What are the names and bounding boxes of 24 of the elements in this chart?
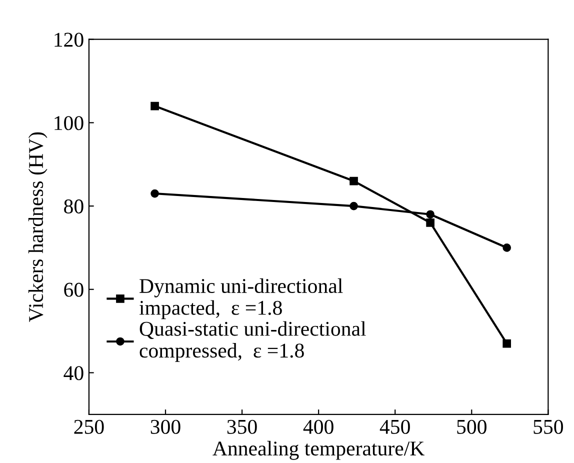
point bbox=[426, 218, 434, 227]
point bbox=[350, 176, 358, 186]
x-tick-label: 350 bbox=[227, 420, 257, 434]
x-tick-label: 300 bbox=[150, 420, 180, 434]
point bbox=[350, 202, 358, 210]
x-tick-label: 250 bbox=[74, 420, 104, 434]
legend-label: Quasi-static uni-directional compressed, ε =1.8 bbox=[140, 321, 366, 362]
point bbox=[150, 189, 159, 198]
x-tick-label: 400 bbox=[303, 420, 334, 434]
y-axis-title: Vickers hardness (HV) bbox=[28, 132, 48, 322]
y-tick-label: 60 bbox=[64, 282, 84, 297]
point bbox=[426, 210, 434, 219]
point bbox=[502, 244, 512, 252]
x-tick-label: 500 bbox=[457, 420, 486, 434]
legend-label: Dynamic uni-directional impacted, ε =1.8 bbox=[139, 278, 343, 320]
x-axis-title: Annealing temperature/K bbox=[212, 440, 425, 460]
point bbox=[502, 339, 512, 348]
y-tick-label: 120 bbox=[54, 32, 84, 47]
point bbox=[150, 102, 159, 110]
x-tick-label: 550 bbox=[534, 420, 563, 434]
y-tick-label: 40 bbox=[64, 366, 84, 380]
y-tick-label: 100 bbox=[54, 116, 84, 130]
y-tick-label: 80 bbox=[64, 199, 84, 214]
x-tick-label: 450 bbox=[380, 420, 410, 434]
